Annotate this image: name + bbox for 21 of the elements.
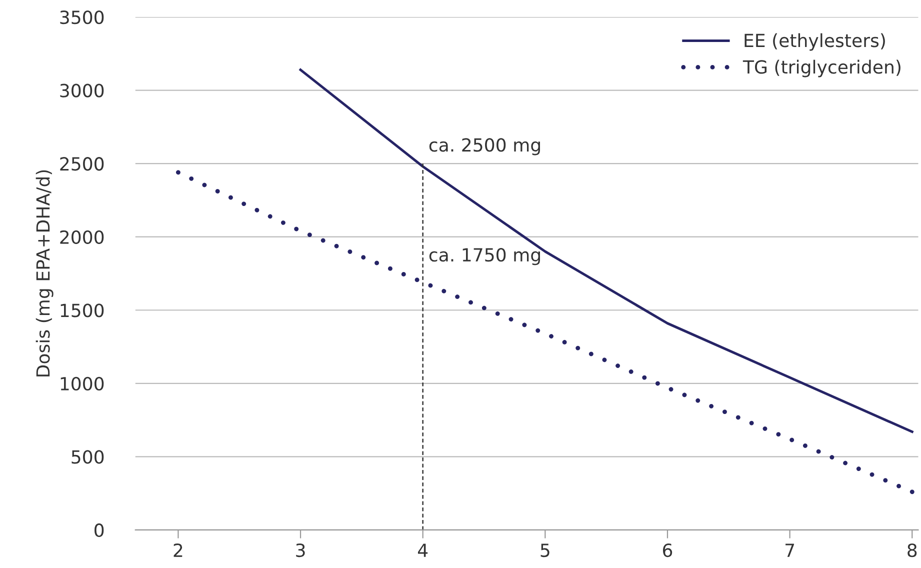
y-tick-label: 0 [94,523,104,538]
y-axis-title: Dosis (mg EPA+DHA/d) [36,170,54,376]
y-tick-label: 3500 [60,10,104,24]
annotation: ca. 2500 mg [429,138,540,156]
y-tick-label: 2500 [60,157,104,171]
y-tick-label: 3000 [60,84,104,98]
x-tick-label: 7 [786,544,794,557]
x-tick-label: 5 [540,544,550,558]
y-tick-label: 500 [72,450,104,464]
x-tick-label: 6 [662,543,672,558]
line-series [176,170,914,494]
x-tick-label: 4 [418,544,428,557]
legend-label: TG (triglyceriden) [742,60,900,78]
y-tick-label: 2000 [60,230,104,244]
annotation: ca. 1750 mg [429,248,540,266]
x-tick-label: 8 [908,543,917,558]
x-tick-label: 2 [174,543,182,557]
y-tick-label: 1500 [60,304,104,318]
y-tick-label: 1000 [60,376,104,391]
x-tick-label: 3 [296,543,305,558]
legend-label: EE (ethylesters) [744,33,885,51]
